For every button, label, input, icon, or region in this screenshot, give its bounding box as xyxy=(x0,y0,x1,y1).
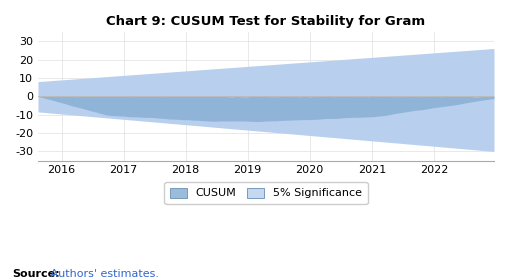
Text: Source:: Source: xyxy=(13,269,61,279)
Legend: CUSUM, 5% Significance: CUSUM, 5% Significance xyxy=(164,182,367,204)
Text: Authors' estimates.: Authors' estimates. xyxy=(47,269,159,279)
Title: Chart 9: CUSUM Test for Stability for Gram: Chart 9: CUSUM Test for Stability for Gr… xyxy=(106,15,426,28)
